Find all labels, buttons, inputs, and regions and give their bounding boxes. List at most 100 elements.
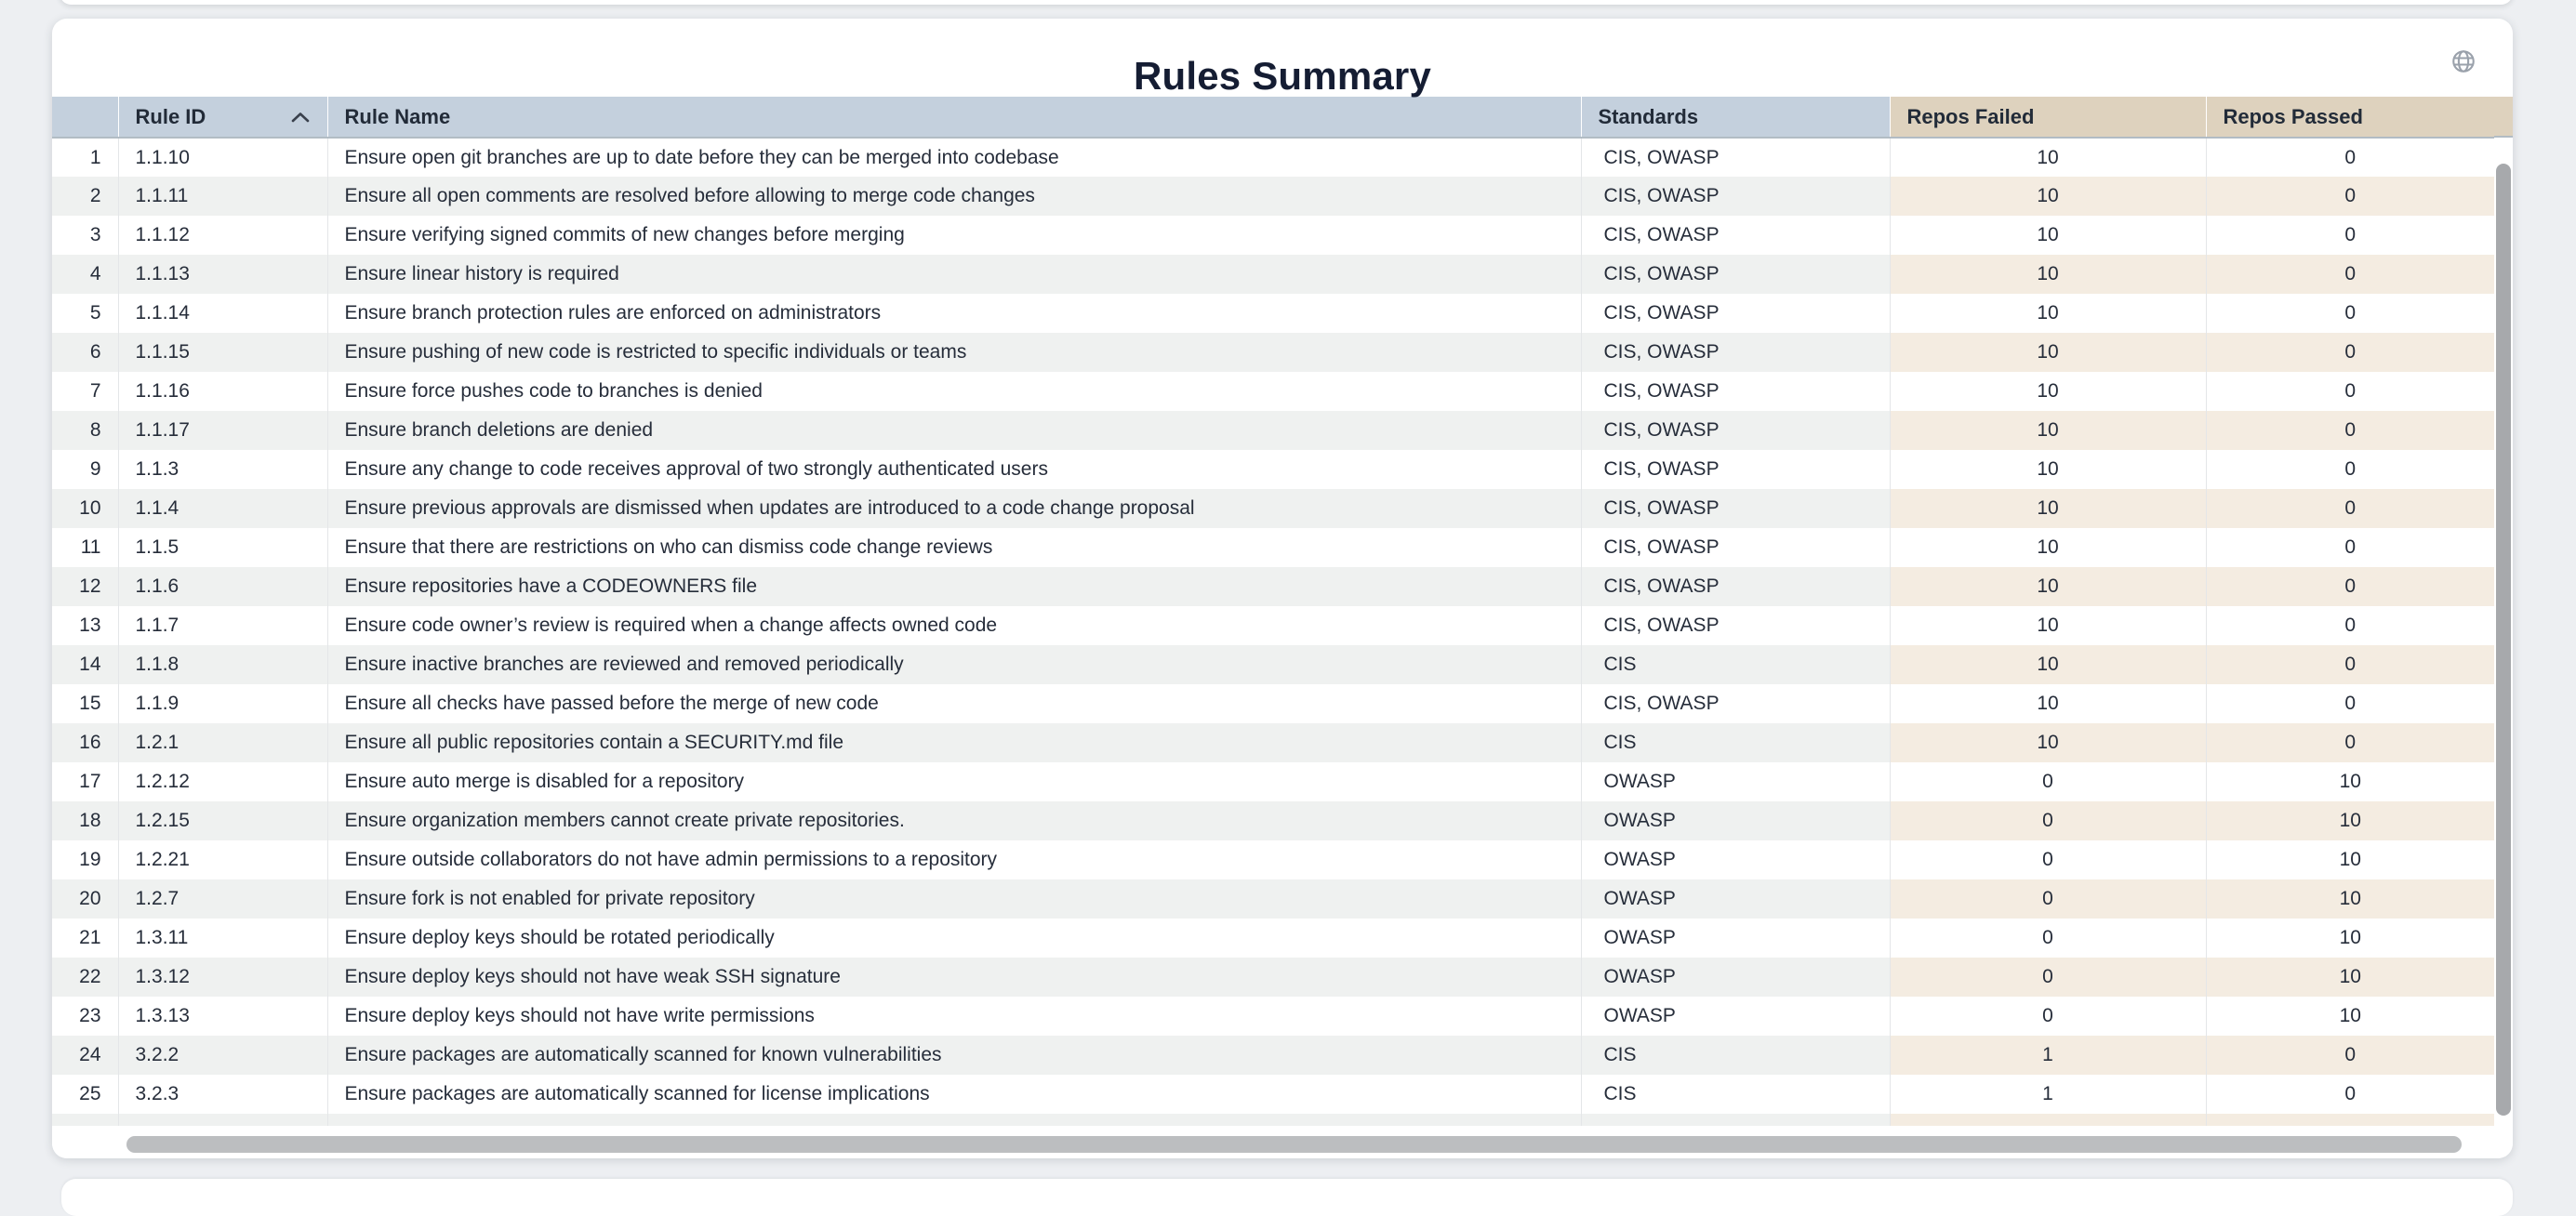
cell-repos_failed: 10 [1889,645,2206,684]
cell-index: 4 [52,255,118,294]
cell-repos_failed: 10 [1889,567,2206,606]
horizontal-scrollbar[interactable] [52,1126,2513,1158]
column-header-label: Repos Passed [2223,104,2363,128]
rules-table: Rule ID Rule Name Standards Repos Failed Rep… [52,97,2494,1126]
cell-repos_passed: 0 [2205,684,2494,723]
cell-rule_id: 1.1.8 [117,645,327,684]
cell-repos_passed: 0 [2205,567,2494,606]
cell-repos_failed: 10 [1889,333,2206,372]
cell-standards: OWASP [1580,958,1890,997]
cell-index: 16 [52,723,118,762]
cell-rule_name: Ensure verifying signed commits of new c… [326,216,1581,255]
cell-rule_id: 1.1.14 [117,294,327,333]
cell-repos_failed: 10 [1889,606,2206,645]
cell-standards: CIS [1580,645,1890,684]
cell-repos_passed: 10 [2205,997,2494,1036]
cell-empty [326,1114,1581,1126]
cell-rule_id: 1.1.15 [117,333,327,372]
cell-index: 20 [52,879,118,919]
cell-rule_name: Ensure packages are automatically scanne… [326,1036,1581,1075]
cell-rule_id: 1.2.12 [117,762,327,801]
cell-rule_name: Ensure pushing of new code is restricted… [326,333,1581,372]
cell-rule_name: Ensure any change to code receives appro… [326,450,1581,489]
column-header-index[interactable] [52,97,118,139]
vertical-scrollbar-thumb[interactable] [2496,164,2511,1116]
column-header-rule_name[interactable]: Rule Name [326,97,1581,139]
cell-index: 12 [52,567,118,606]
cell-repos_failed: 10 [1889,528,2206,567]
cell-rule_id: 1.2.7 [117,879,327,919]
cell-rule_name: Ensure deploy keys should not have write… [326,997,1581,1036]
cell-rule_name: Ensure all public repositories contain a… [326,723,1581,762]
cell-rule_id: 1.1.12 [117,216,327,255]
cell-rule_id: 1.1.13 [117,255,327,294]
cell-repos_failed: 10 [1889,411,2206,450]
cell-index: 18 [52,801,118,840]
card-header: Rules Summary [52,19,2513,98]
cell-standards: CIS [1580,1075,1890,1114]
cell-rule_name: Ensure inactive branches are reviewed an… [326,645,1581,684]
cell-repos_passed: 10 [2205,919,2494,958]
table-row: 9 1.1.3 Ensure any change to code receives… [52,450,2494,489]
cell-standards: OWASP [1580,801,1890,840]
cell-repos_failed: 0 [1889,840,2206,879]
cell-repos_failed: 0 [1889,958,2206,997]
cell-rule_name: Ensure all open comments are resolved be… [326,177,1581,216]
cell-standards: CIS, OWASP [1580,450,1890,489]
cell-standards: OWASP [1580,919,1890,958]
cell-rule_id: 1.1.6 [117,567,327,606]
cell-empty [2205,1114,2494,1126]
globe-icon[interactable] [2449,46,2478,76]
cell-rule_id: 1.1.9 [117,684,327,723]
cell-index: 14 [52,645,118,684]
cell-index: 8 [52,411,118,450]
column-header-repos_passed[interactable]: Repos Passed [2205,97,2494,139]
cell-rule_id: 1.1.4 [117,489,327,528]
cell-standards: CIS, OWASP [1580,138,1890,177]
table-row: 21 1.3.11 Ensure deploy keys should be rot… [52,919,2494,958]
cell-empty [52,1114,118,1126]
cell-repos_passed: 10 [2205,762,2494,801]
cell-rule_name: Ensure repositories have a CODEOWNERS fi… [326,567,1581,606]
cell-index: 13 [52,606,118,645]
cell-repos_failed: 0 [1889,879,2206,919]
cell-index: 24 [52,1036,118,1075]
cell-standards: CIS, OWASP [1580,372,1890,411]
cell-repos_passed: 10 [2205,958,2494,997]
cell-rule_id: 1.2.15 [117,801,327,840]
cell-rule_name: Ensure force pushes code to branches is … [326,372,1581,411]
table-row: 25 3.2.3 Ensure packages are automatically… [52,1075,2494,1114]
header-row: Rule ID Rule Name Standards Repos Failed Rep… [52,97,2494,139]
cell-index: 11 [52,528,118,567]
column-header-repos_failed[interactable]: Repos Failed [1889,97,2206,139]
column-header-label: Standards [1598,104,1699,128]
vertical-scrollbar[interactable] [2494,139,2513,1126]
cell-index: 7 [52,372,118,411]
cell-rule_id: 3.2.3 [117,1075,327,1114]
table-row-partial [52,1114,2494,1126]
horizontal-scrollbar-thumb[interactable] [126,1136,2462,1153]
cell-rule_name: Ensure deploy keys should not have weak … [326,958,1581,997]
cell-index: 19 [52,840,118,879]
page-title: Rules Summary [1133,54,1432,98]
cell-index: 22 [52,958,118,997]
cell-rule_id: 1.2.21 [117,840,327,879]
cell-index: 21 [52,919,118,958]
cell-rule_id: 1.3.13 [117,997,327,1036]
table-row: 22 1.3.12 Ensure deploy keys should not ha… [52,958,2494,997]
cell-repos_passed: 10 [2205,840,2494,879]
table-row: 16 1.2.1 Ensure all public repositories co… [52,723,2494,762]
cell-standards: CIS, OWASP [1580,216,1890,255]
cell-standards: OWASP [1580,997,1890,1036]
column-header-rule_id[interactable]: Rule ID [117,97,327,139]
cell-repos_passed: 0 [2205,1036,2494,1075]
cell-standards: CIS, OWASP [1580,411,1890,450]
table-row: 14 1.1.8 Ensure inactive branches are revi… [52,645,2494,684]
cell-standards: OWASP [1580,879,1890,919]
cell-repos_passed: 10 [2205,801,2494,840]
cell-repos_failed: 10 [1889,255,2206,294]
table-row: 20 1.2.7 Ensure fork is not enabled for pr… [52,879,2494,919]
column-header-standards[interactable]: Standards [1580,97,1890,139]
cell-standards: CIS, OWASP [1580,294,1890,333]
cell-repos_failed: 10 [1889,138,2206,177]
